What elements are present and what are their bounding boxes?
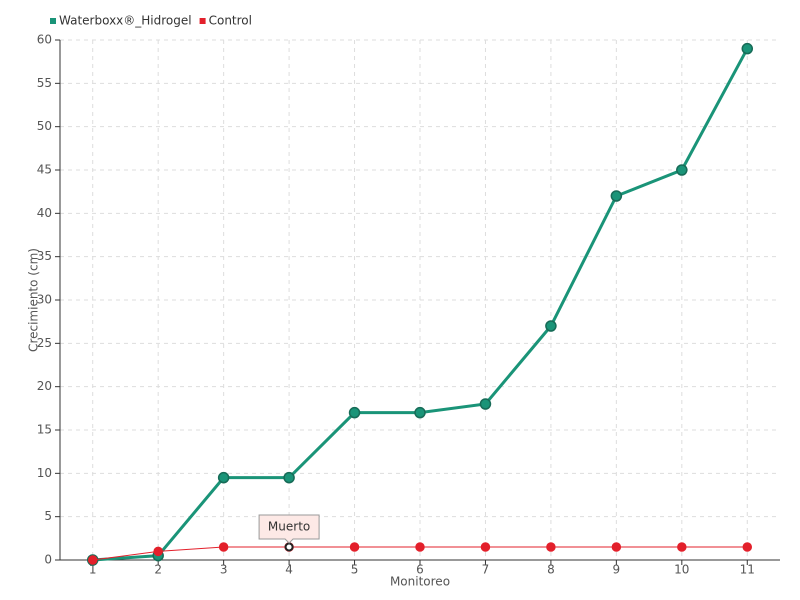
y-tick-label: 15: [37, 423, 52, 437]
data-point: [479, 398, 492, 410]
data-point: [546, 542, 556, 552]
data-point: [283, 471, 295, 484]
y-tick-label: 50: [37, 119, 52, 133]
data-point: [741, 42, 754, 55]
data-point: [611, 542, 622, 552]
data-point: [480, 542, 491, 552]
legend-swatch: [50, 18, 56, 24]
x-tick-label: 11: [740, 563, 755, 577]
x-tick-label: 4: [285, 563, 293, 577]
y-tick-label: 45: [37, 163, 52, 177]
legend-swatch: [199, 18, 206, 24]
annotation-text: Muerto: [268, 520, 310, 534]
x-tick-label: 9: [613, 563, 621, 577]
data-point: [677, 542, 687, 552]
x-tick-label: 10: [674, 563, 689, 577]
data-point: [217, 471, 230, 484]
x-tick-label: 6: [416, 563, 424, 577]
y-tick-label: 55: [37, 76, 52, 90]
y-tick-label: 5: [44, 509, 52, 523]
legend-label: Waterboxx®_Hidrogel: [59, 14, 192, 28]
y-tick-label: 35: [37, 249, 52, 263]
x-tick-label: 3: [220, 563, 228, 577]
y-axis-label: Crecimiento (cm): [27, 248, 41, 352]
legend-label: Control: [209, 14, 252, 28]
x-tick-label: 5: [351, 563, 359, 577]
y-tick-label: 60: [37, 33, 52, 47]
y-tick-label: 10: [37, 466, 52, 480]
x-tick-label: 7: [482, 563, 490, 577]
annotation-box: [258, 514, 320, 544]
data-point: [218, 542, 229, 552]
data-point: [414, 406, 426, 419]
data-point: [742, 542, 753, 552]
annotated-point: [284, 542, 294, 552]
data-point: [349, 542, 360, 552]
y-tick-label: 30: [37, 293, 52, 307]
y-tick-label: 40: [37, 206, 52, 220]
x-tick-label: 1: [89, 563, 97, 577]
data-point: [610, 190, 623, 202]
data-point: [545, 320, 557, 332]
y-tick-label: 20: [37, 379, 52, 393]
x-tick-label: 8: [547, 563, 555, 577]
y-tick-label: 25: [37, 336, 52, 350]
y-tick-label: 0: [44, 553, 52, 567]
x-tick-label: 2: [154, 563, 162, 577]
x-axis-label: Monitoreo: [390, 575, 450, 589]
data-point: [676, 164, 688, 176]
data-point: [153, 546, 163, 557]
data-point: [87, 555, 98, 565]
data-point: [348, 406, 361, 419]
data-point: [415, 542, 425, 552]
